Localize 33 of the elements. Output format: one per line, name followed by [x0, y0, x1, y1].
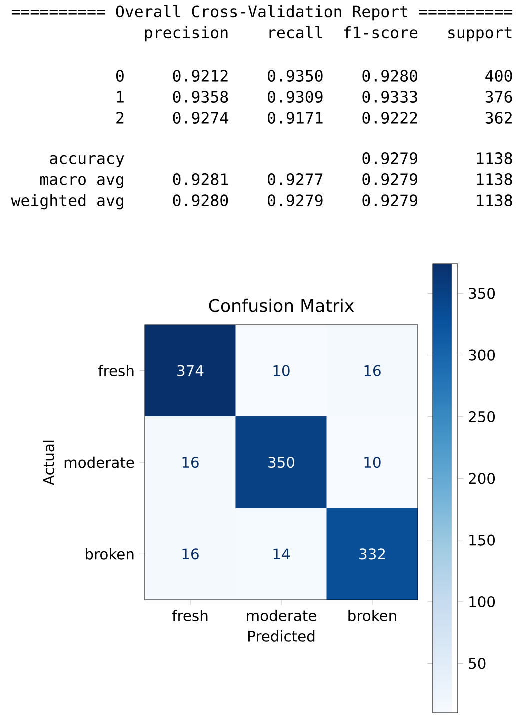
text: accuracy 0.9279 1138: [50, 152, 512, 168]
data-label: 16: [364, 365, 381, 376]
text: 2 0.9274 0.9171 0.9222 362: [116, 112, 512, 124]
data-label: 16: [182, 456, 199, 468]
data-label: 16: [182, 548, 199, 560]
data-label: 374: [178, 365, 204, 376]
color-bar-label: 50: [469, 658, 486, 670]
chart-title: Confusion Matrix: [209, 298, 354, 312]
data-label: 14: [274, 548, 290, 560]
data-label: 10: [274, 365, 290, 376]
y-tick-label: moderate: [64, 456, 134, 468]
color-bar-label: 150: [470, 534, 496, 546]
y-axis-title: Actual: [43, 440, 54, 486]
x-tick-label: fresh: [172, 610, 208, 622]
x-tick-label: moderate: [247, 610, 316, 622]
y-tick-label: fresh: [98, 365, 134, 377]
color-bar-label: 350: [469, 288, 496, 300]
text: 1 0.9358 0.9309 0.9333 376: [117, 91, 512, 103]
text: macro avg 0.9281 0.9277 0.9279 1138: [40, 173, 512, 189]
color-bar-label: 300: [469, 350, 496, 361]
y-tick-label: broken: [86, 548, 134, 560]
color-bar-label: 100: [470, 596, 496, 608]
x-tick-label: broken: [348, 610, 396, 622]
data-label: 332: [360, 548, 386, 560]
x-axis-title: Predicted: [248, 630, 315, 642]
color-bar-label: 200: [469, 473, 496, 484]
text: 0 0.9212 0.9350 0.9280 400: [116, 70, 512, 82]
data-label: 10: [364, 456, 381, 468]
text: ========== Overall Cross-Validation Report ==========: [12, 5, 513, 21]
color-bar-label: 250: [469, 411, 496, 423]
text: weighted avg 0.9280 0.9279 0.9279 1138: [11, 194, 512, 210]
data-label: 350: [268, 456, 294, 468]
text: precision recall f1-score support: [145, 26, 512, 42]
